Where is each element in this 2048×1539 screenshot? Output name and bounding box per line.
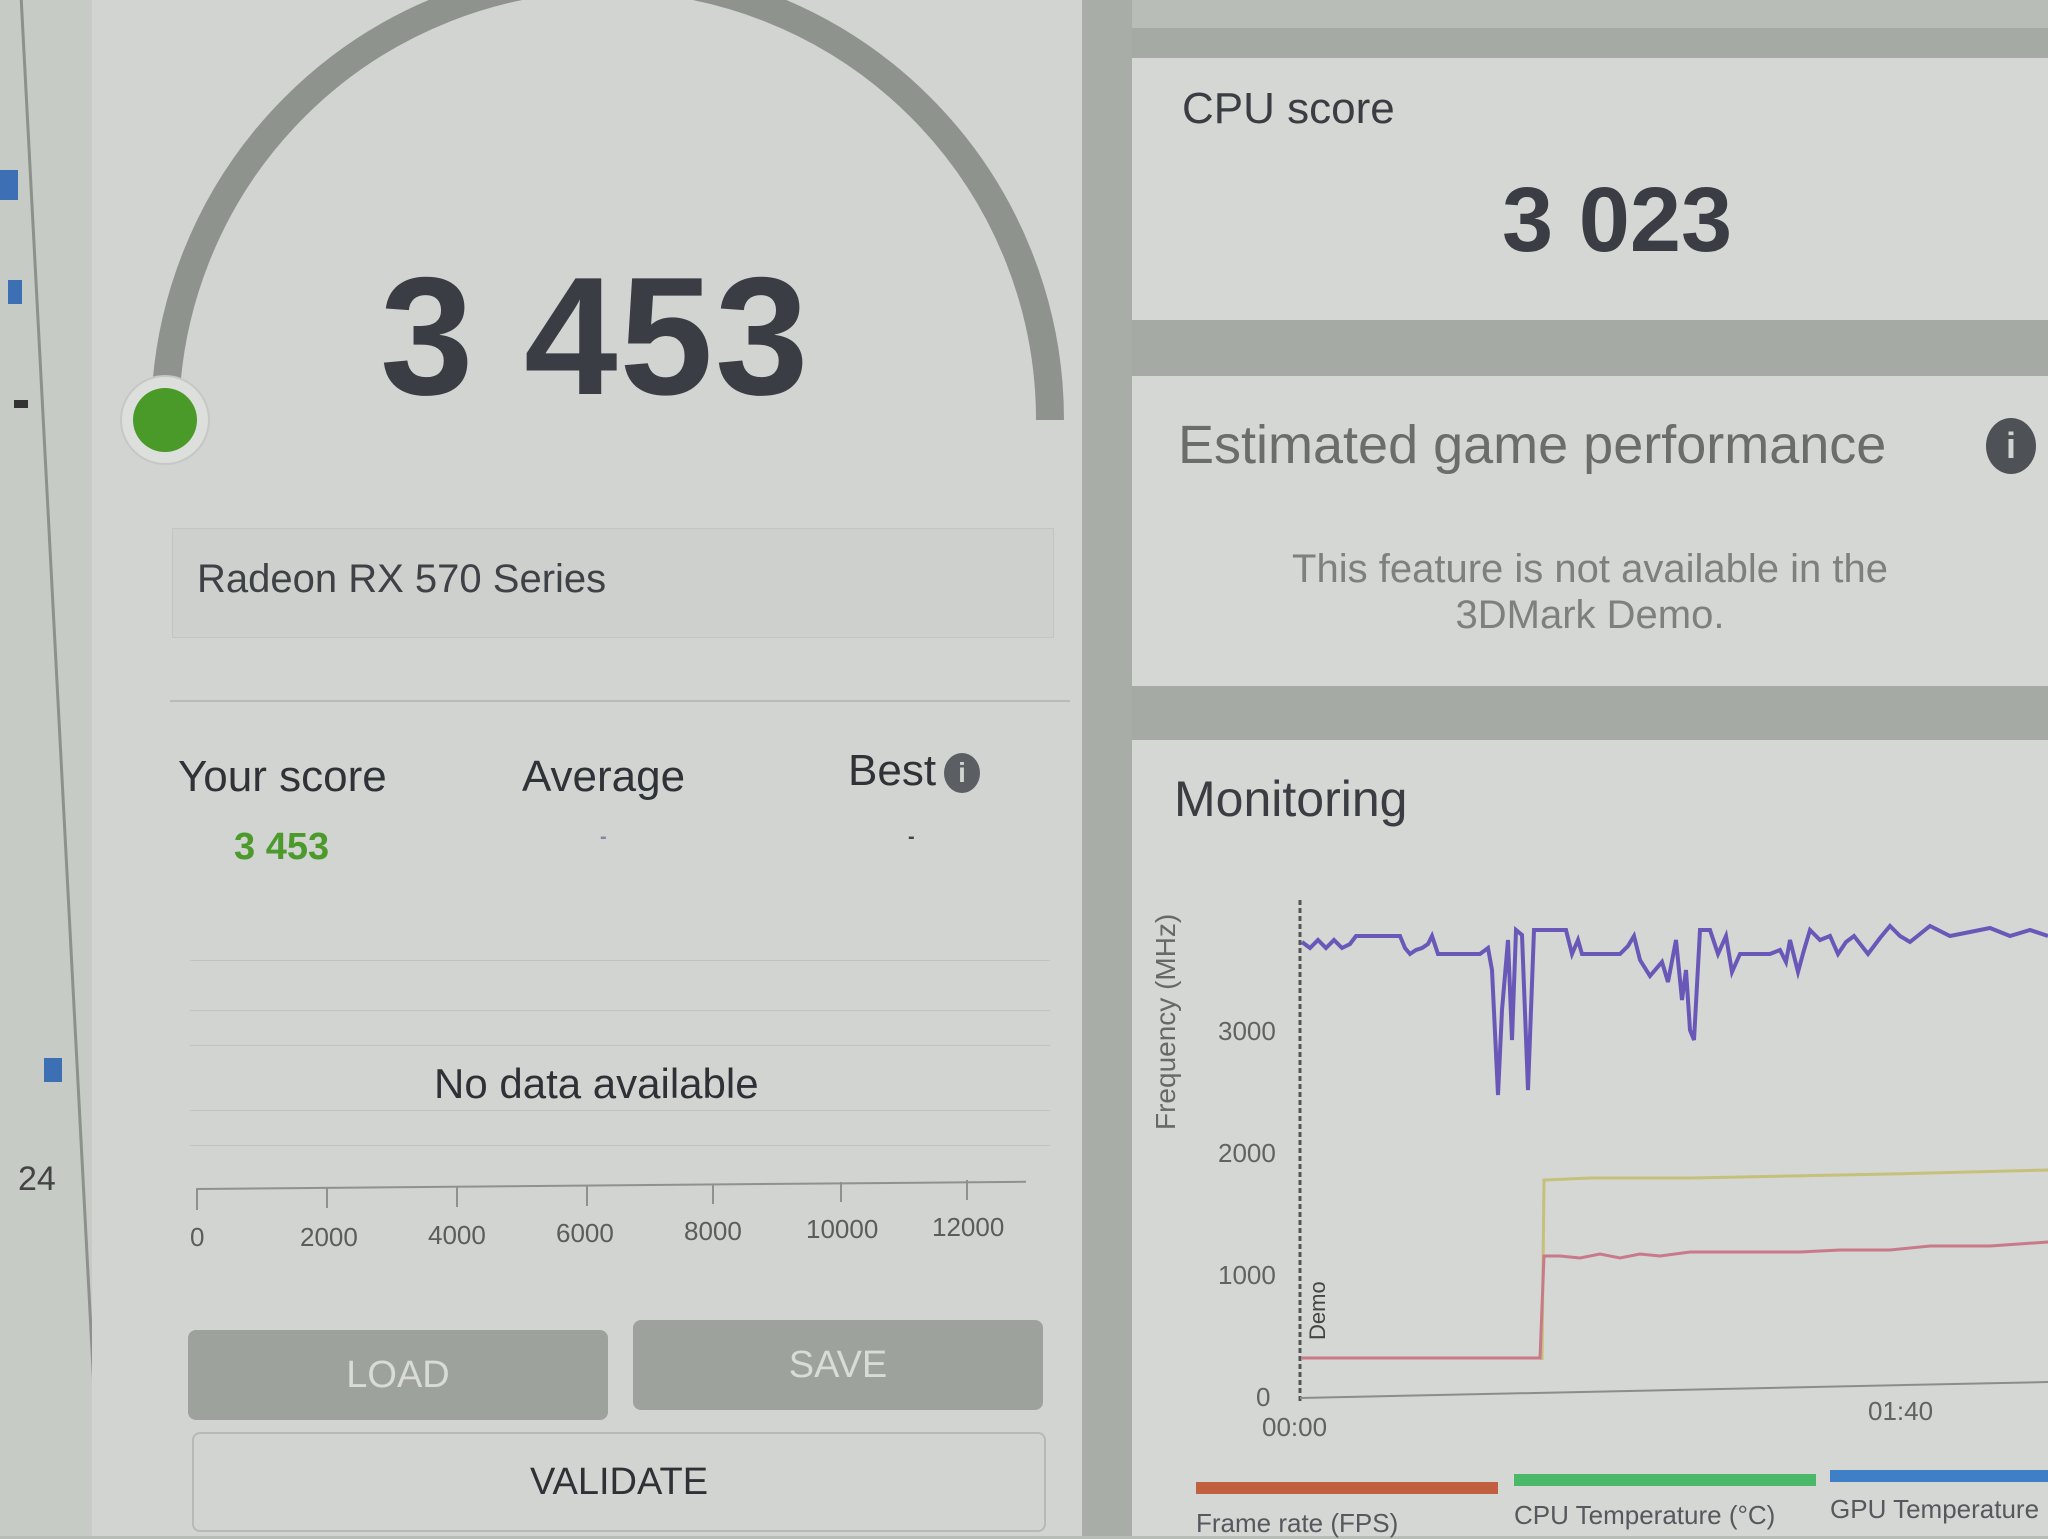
chart-gridline <box>190 1110 1050 1111</box>
monitoring-chart <box>1298 900 2048 1402</box>
save-button[interactable]: SAVE <box>633 1320 1043 1410</box>
cpu-score-card: CPU score 3 023 <box>1132 58 2048 320</box>
desktop-icon-fragment <box>8 280 22 304</box>
device-name: Radeon RX 570 Series <box>197 557 607 601</box>
axis-tick-label: 6000 <box>556 1218 614 1248</box>
device-name-box: Radeon RX 570 Series <box>172 528 1054 638</box>
score-gauge <box>120 0 1064 465</box>
gpu-score-value: 3 453 <box>380 242 811 430</box>
gauge-indicator-dot <box>133 388 197 452</box>
desktop-edge-strip: 24 <box>0 0 104 1536</box>
card-separator <box>1132 686 2048 740</box>
chart-gridline <box>190 1045 1050 1046</box>
average-value: - <box>600 826 607 848</box>
best-label: Best i <box>848 746 981 796</box>
strip-number: 24 <box>18 1160 56 1198</box>
desktop-icon-fragment <box>14 400 28 408</box>
legend-swatch-cpu-temperature[interactable] <box>1514 1474 1816 1486</box>
info-icon[interactable]: i <box>944 753 981 794</box>
axis-tick <box>712 1184 714 1204</box>
y-tick-label: 1000 <box>1218 1260 1276 1290</box>
chart-gridline <box>190 960 1050 961</box>
card-separator <box>1132 320 2048 376</box>
egp-message-line1: This feature is not available in the <box>1292 547 1888 591</box>
legend-label-cpu-temperature[interactable]: CPU Temperature (°C) <box>1514 1500 1776 1530</box>
axis-tick-label: 8000 <box>684 1216 742 1246</box>
y-tick-label: 2000 <box>1218 1138 1276 1168</box>
legend-label-frame-rate[interactable]: Frame rate (FPS) <box>1196 1508 1399 1538</box>
axis-tick <box>586 1186 588 1206</box>
info-icon[interactable]: i <box>1986 418 2036 474</box>
y-tick-label: 0 <box>1256 1382 1271 1412</box>
x-tick-label: 00:00 <box>1262 1412 1328 1442</box>
validate-button[interactable]: VALIDATE <box>192 1432 1046 1532</box>
monitoring-card: Monitoring <box>1132 740 2048 1536</box>
best-value: - <box>908 826 915 848</box>
axis-tick-label: 0 <box>190 1222 205 1252</box>
egp-message-line2: 3DMark Demo. <box>1455 593 1725 637</box>
no-data-message: No data available <box>434 1060 759 1107</box>
panel-gutter <box>1082 0 1132 1536</box>
cpu-score-value: 3 023 <box>1502 169 1733 271</box>
chart-gridline <box>190 1145 1050 1146</box>
axis-tick <box>326 1188 328 1208</box>
axis-tick <box>966 1180 968 1200</box>
desktop-icon-fragment <box>44 1058 62 1082</box>
estimated-game-performance-card: Estimated game performance i This featur… <box>1132 376 2048 686</box>
axis-tick-label: 12000 <box>932 1212 1005 1242</box>
window-border <box>19 0 104 1536</box>
axis-tick-label: 2000 <box>300 1222 358 1252</box>
axis-tick-label: 4000 <box>428 1220 486 1250</box>
egp-title: Estimated game performance <box>1178 415 1887 475</box>
monitoring-title: Monitoring <box>1174 771 1408 827</box>
divider <box>170 700 1070 702</box>
y-axis-title: Frequency (MHz) <box>1150 913 1181 1130</box>
average-label: Average <box>522 752 686 801</box>
y-tick-label: 3000 <box>1218 1016 1276 1046</box>
axis-tick <box>196 1190 198 1210</box>
legend-swatch-frame-rate[interactable] <box>1196 1482 1498 1494</box>
load-button[interactable]: LOAD <box>188 1330 608 1420</box>
axis-tick <box>840 1182 842 1202</box>
legend-swatch-gpu-temperature[interactable] <box>1830 1470 2048 1482</box>
result-panel <box>92 0 1082 1536</box>
x-tick-label: 01:40 <box>1868 1396 1934 1426</box>
best-label-text: Best <box>848 746 937 795</box>
legend-label-gpu-temperature[interactable]: GPU Temperature <box>1830 1494 2040 1524</box>
cpu-score-title: CPU score <box>1182 84 1395 133</box>
egp-message: This feature is not available in the 3DM… <box>1132 546 2048 638</box>
axis-tick-label: 10000 <box>806 1214 879 1244</box>
your-score-label: Your score <box>178 752 387 801</box>
demo-marker-label: Demo <box>1305 1281 1330 1340</box>
chart-gridline <box>190 1010 1050 1011</box>
axis-tick <box>456 1187 458 1207</box>
desktop-icon-fragment <box>0 170 18 200</box>
card-separator <box>1132 28 2048 58</box>
your-score-value: 3 453 <box>234 826 330 868</box>
